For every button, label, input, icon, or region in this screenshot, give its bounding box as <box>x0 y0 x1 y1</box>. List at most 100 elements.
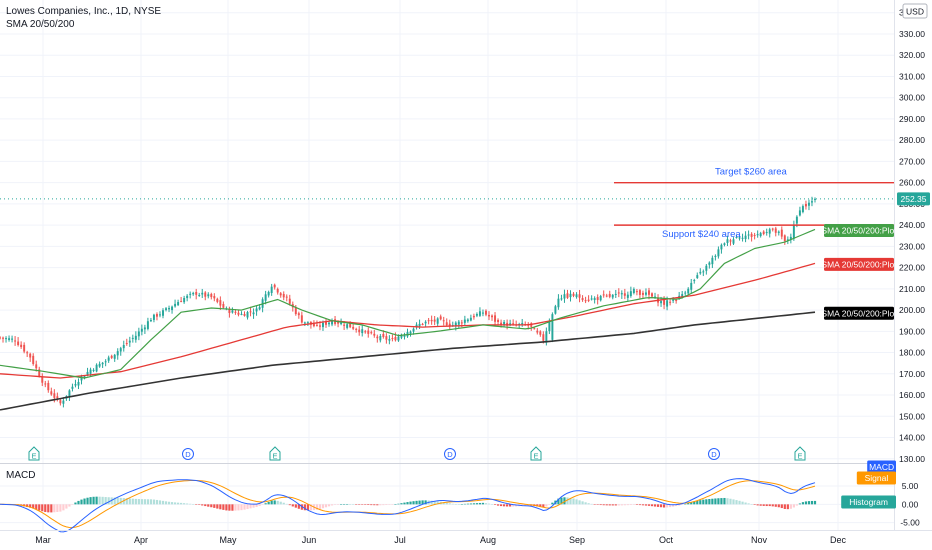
candle-body[interactable] <box>503 321 506 326</box>
candle-body[interactable] <box>382 333 385 338</box>
candle-body[interactable] <box>418 323 421 327</box>
candle-body[interactable] <box>605 295 608 297</box>
candle-body[interactable] <box>367 330 370 334</box>
candle-body[interactable] <box>454 322 457 327</box>
candle-body[interactable] <box>804 204 807 207</box>
candle-body[interactable] <box>702 271 705 273</box>
candle-body[interactable] <box>267 291 270 296</box>
candle-body[interactable] <box>149 319 152 322</box>
candle-body[interactable] <box>536 330 539 333</box>
candle-body[interactable] <box>494 315 497 322</box>
currency-box[interactable] <box>902 3 928 19</box>
candle-body[interactable] <box>98 363 101 367</box>
candle-body[interactable] <box>759 233 762 236</box>
candle-body[interactable] <box>693 280 696 282</box>
candle-body[interactable] <box>59 400 62 404</box>
candle-body[interactable] <box>726 239 729 243</box>
candle-body[interactable] <box>442 320 445 322</box>
earnings-marker[interactable]: E <box>28 446 40 461</box>
candle-body[interactable] <box>684 292 687 294</box>
candle-body[interactable] <box>17 341 20 345</box>
candle-body[interactable] <box>436 318 439 324</box>
candle-body[interactable] <box>569 293 572 298</box>
candle-body[interactable] <box>282 293 285 298</box>
macd-pane[interactable] <box>0 478 817 533</box>
candle-body[interactable] <box>249 311 252 313</box>
candle-body[interactable] <box>189 293 192 295</box>
candle-body[interactable] <box>174 303 177 307</box>
candle-body[interactable] <box>50 391 53 395</box>
candle-body[interactable] <box>388 339 391 341</box>
candle-body[interactable] <box>143 327 146 330</box>
candle-body[interactable] <box>47 382 50 391</box>
candle-body[interactable] <box>792 224 795 239</box>
candle-body[interactable] <box>180 301 183 303</box>
candle-body[interactable] <box>68 390 71 397</box>
candle-body[interactable] <box>56 396 59 399</box>
candle-body[interactable] <box>207 294 210 297</box>
macd-axis[interactable]: 5.00 0.00 -5.00 <box>900 481 920 528</box>
candle-body[interactable] <box>587 299 590 301</box>
candle-body[interactable] <box>228 308 231 314</box>
candle-body[interactable] <box>41 376 44 383</box>
candle-body[interactable] <box>171 306 174 311</box>
candle-body[interactable] <box>213 296 216 299</box>
candle-body[interactable] <box>811 201 813 203</box>
candle-body[interactable] <box>297 313 300 316</box>
candle-body[interactable] <box>554 306 557 314</box>
candle-body[interactable] <box>578 294 581 298</box>
candle-body[interactable] <box>466 319 469 322</box>
candle-body[interactable] <box>545 331 548 343</box>
candle-body[interactable] <box>608 293 611 297</box>
candle-body[interactable] <box>137 331 140 337</box>
candle-body[interactable] <box>165 308 167 310</box>
candle-body[interactable] <box>768 229 771 234</box>
candle-body[interactable] <box>651 293 653 297</box>
candle-body[interactable] <box>379 336 382 341</box>
candle-body[interactable] <box>276 288 279 293</box>
candle-body[interactable] <box>783 235 786 242</box>
candle-body[interactable] <box>620 293 623 295</box>
candle-body[interactable] <box>629 291 632 296</box>
candle-body[interactable] <box>409 331 412 334</box>
candle-body[interactable] <box>575 294 578 298</box>
candle-body[interactable] <box>699 271 702 274</box>
candle-body[interactable] <box>243 313 246 316</box>
candle-body[interactable] <box>328 322 330 325</box>
candle-body[interactable] <box>303 322 306 324</box>
candle-body[interactable] <box>596 297 599 300</box>
candle-body[interactable] <box>681 294 684 298</box>
candle-body[interactable] <box>497 319 500 322</box>
candle-body[interactable] <box>385 336 388 340</box>
candle-body[interactable] <box>361 329 364 334</box>
candle-body[interactable] <box>617 292 620 294</box>
candle-body[interactable] <box>488 315 490 317</box>
candle-body[interactable] <box>509 323 512 325</box>
candle-body[interactable] <box>391 338 394 340</box>
candle-body[interactable] <box>475 314 478 316</box>
candle-body[interactable] <box>795 216 798 224</box>
candle-body[interactable] <box>663 299 666 305</box>
candle-body[interactable] <box>101 362 104 365</box>
candle-body[interactable] <box>11 338 14 340</box>
candle-body[interactable] <box>32 355 35 364</box>
candle-body[interactable] <box>762 231 765 235</box>
candle-body[interactable] <box>602 294 605 296</box>
candle-body[interactable] <box>720 244 723 250</box>
candle-body[interactable] <box>738 237 741 239</box>
candle-body[interactable] <box>343 324 346 326</box>
candle-body[interactable] <box>641 292 644 295</box>
candle-body[interactable] <box>708 262 711 265</box>
candle-body[interactable] <box>358 329 361 333</box>
candle-body[interactable] <box>521 322 524 325</box>
candle-body[interactable] <box>753 235 756 237</box>
dividend-marker[interactable]: D <box>708 448 720 460</box>
candle-body[interactable] <box>325 321 327 325</box>
candle-body[interactable] <box>125 343 128 345</box>
earnings-marker[interactable]: E <box>269 446 281 461</box>
candle-body[interactable] <box>104 361 107 363</box>
candle-body[interactable] <box>349 322 352 328</box>
candle-body[interactable] <box>491 315 493 318</box>
candle-body[interactable] <box>421 323 424 325</box>
time-axis[interactable]: Mar Apr May Jun Jul Aug Sep Oct Nov Dec <box>35 535 846 545</box>
